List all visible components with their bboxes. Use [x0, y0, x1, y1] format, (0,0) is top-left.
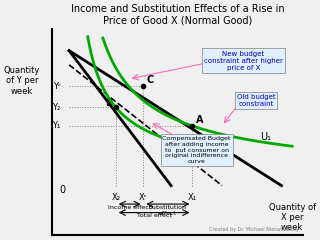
- Text: New budget
constraint after higher
price of X: New budget constraint after higher price…: [204, 51, 283, 71]
- Text: 0: 0: [60, 185, 66, 195]
- Text: Created by Dr. Michael Nieswiadomy: Created by Dr. Michael Nieswiadomy: [209, 227, 299, 232]
- Text: Substitution
effect: Substitution effect: [149, 205, 187, 216]
- Title: Income and Substitution Effects of a Rise in
Price of Good X (Normal Good): Income and Substitution Effects of a Ris…: [71, 4, 284, 26]
- Text: A: A: [196, 115, 203, 125]
- Text: B: B: [105, 98, 113, 108]
- Y-axis label: Quantity
of Y per
week: Quantity of Y per week: [4, 66, 40, 96]
- Text: Total effect: Total effect: [137, 213, 172, 218]
- Text: Compensated Budget
after adding income
to  put consumer on
original indifference: Compensated Budget after adding income t…: [162, 136, 231, 164]
- Text: Y₁: Y₁: [52, 121, 60, 131]
- Text: Income effect: Income effect: [108, 205, 151, 210]
- Text: Quantity of
X per
week: Quantity of X per week: [268, 203, 316, 233]
- Text: #0000cc: #0000cc: [222, 64, 228, 65]
- Text: Old budget
constraint: Old budget constraint: [237, 94, 275, 107]
- Text: U₂: U₂: [165, 136, 176, 146]
- Text: C: C: [147, 75, 154, 85]
- Text: U₁: U₁: [260, 132, 271, 142]
- Text: Xᶜ: Xᶜ: [139, 193, 148, 202]
- Text: X₂: X₂: [111, 193, 120, 202]
- Text: X₁: X₁: [188, 193, 197, 202]
- Text: Y₂: Y₂: [52, 103, 60, 112]
- Text: Yᶜ: Yᶜ: [52, 82, 60, 91]
